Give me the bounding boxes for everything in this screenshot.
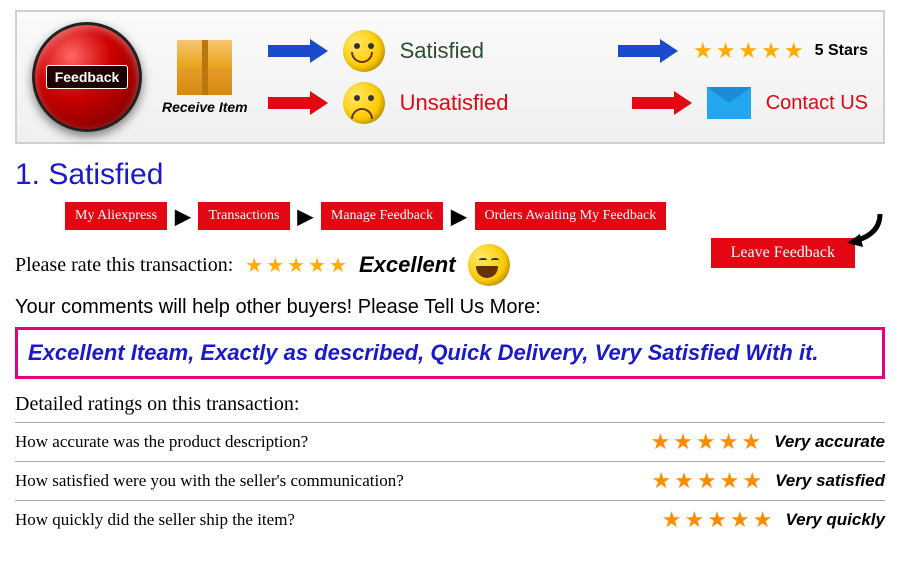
contact-us-label: Contact US [766,92,868,115]
feedback-flow-panel: Feedback Receive Item Satisfied ★ ★ ★ ★ … [15,10,885,144]
five-stars: ★ ★ ★ ★ ★ 5 Stars [693,38,868,64]
breadcrumb: My Aliexpress ▶ Transactions ▶ Manage Fe… [65,202,885,230]
rate-label: Please rate this transaction: [15,254,233,277]
star-icon[interactable]: ★ [730,507,750,533]
detail-row-shipping: How quickly did the seller ship the item… [15,500,885,539]
detail-question: How quickly did the seller ship the item… [15,510,295,530]
receive-item-col: Receive Item [162,40,248,115]
star-icon[interactable]: ★ [719,429,739,455]
detail-question: How accurate was the product description… [15,432,308,452]
envelope-icon [707,87,751,119]
curved-arrow-icon [835,209,885,249]
detail-answer: Very accurate [774,432,885,452]
detail-answer: Very satisfied [775,471,885,491]
star-icon: ★ [716,38,736,64]
star-icon[interactable]: ★ [720,468,740,494]
satisfied-label: Satisfied [400,38,484,64]
star-icon[interactable]: ★ [685,507,705,533]
star-icon[interactable]: ★ [741,429,761,455]
detail-row-communication: How satisfied were you with the seller's… [15,461,885,500]
arrow-blue-icon [268,39,328,63]
unsatisfied-label: Unsatisfied [400,90,509,116]
comment-box: Excellent Iteam, Exactly as described, Q… [15,327,885,379]
help-text: Your comments will help other buyers! Pl… [15,296,885,319]
detail-question: How satisfied were you with the seller's… [15,471,404,491]
star-icon[interactable]: ★ [266,253,284,278]
arrow-red-icon [268,91,328,115]
star-icon[interactable]: ★ [662,507,682,533]
frown-emoji-icon [343,82,385,124]
crumb-orders-awaiting[interactable]: Orders Awaiting My Feedback [475,202,667,230]
feedback-button[interactable]: Feedback [32,22,142,132]
rate-transaction-row: Please rate this transaction: ★ ★ ★ ★ ★ … [15,244,885,286]
excellent-label: Excellent [359,252,456,278]
star-icon[interactable]: ★ [742,468,762,494]
detailed-ratings-title: Detailed ratings on this transaction: [15,393,885,416]
detail-answer: Very quickly [785,510,885,530]
star-icon[interactable]: ★ [696,429,716,455]
chevron-right-icon: ▶ [175,204,190,229]
crumb-manage-feedback[interactable]: Manage Feedback [321,202,443,230]
unsatisfied-row: Unsatisfied Contact US [268,82,868,124]
feedback-button-label: Feedback [46,65,129,89]
satisfied-row: Satisfied ★ ★ ★ ★ ★ 5 Stars [268,30,868,72]
rate-stars[interactable]: ★ ★ ★ ★ ★ [245,253,347,278]
star-icon: ★ [738,38,758,64]
star-icon[interactable]: ★ [651,468,671,494]
star-icon: ★ [693,38,713,64]
crumb-transactions[interactable]: Transactions [198,202,289,230]
arrow-blue-icon [618,39,678,63]
grin-emoji-icon [468,244,510,286]
star-icon[interactable]: ★ [308,253,326,278]
five-stars-label: 5 Stars [815,42,868,60]
detail-row-accuracy: How accurate was the product description… [15,422,885,461]
star-icon[interactable]: ★ [650,429,670,455]
chevron-right-icon: ▶ [298,204,313,229]
star-icon[interactable]: ★ [707,507,727,533]
comment-text: Excellent Iteam, Exactly as described, Q… [28,340,872,366]
star-icon[interactable]: ★ [329,253,347,278]
star-icon: ★ [784,38,804,64]
crumb-my-aliexpress[interactable]: My Aliexpress [65,202,167,230]
smile-emoji-icon [343,30,385,72]
arrow-red-icon [632,91,692,115]
leave-feedback-button[interactable]: Leave Feedback [711,238,855,268]
star-icon[interactable]: ★ [697,468,717,494]
package-icon [177,40,232,95]
star-icon: ★ [761,38,781,64]
star-icon[interactable]: ★ [245,253,263,278]
section-title: 1. Satisfied [15,158,885,192]
star-icon[interactable]: ★ [287,253,305,278]
star-icon[interactable]: ★ [673,429,693,455]
receive-item-label: Receive Item [162,99,248,115]
chevron-right-icon: ▶ [451,204,466,229]
star-icon[interactable]: ★ [674,468,694,494]
star-icon[interactable]: ★ [753,507,773,533]
